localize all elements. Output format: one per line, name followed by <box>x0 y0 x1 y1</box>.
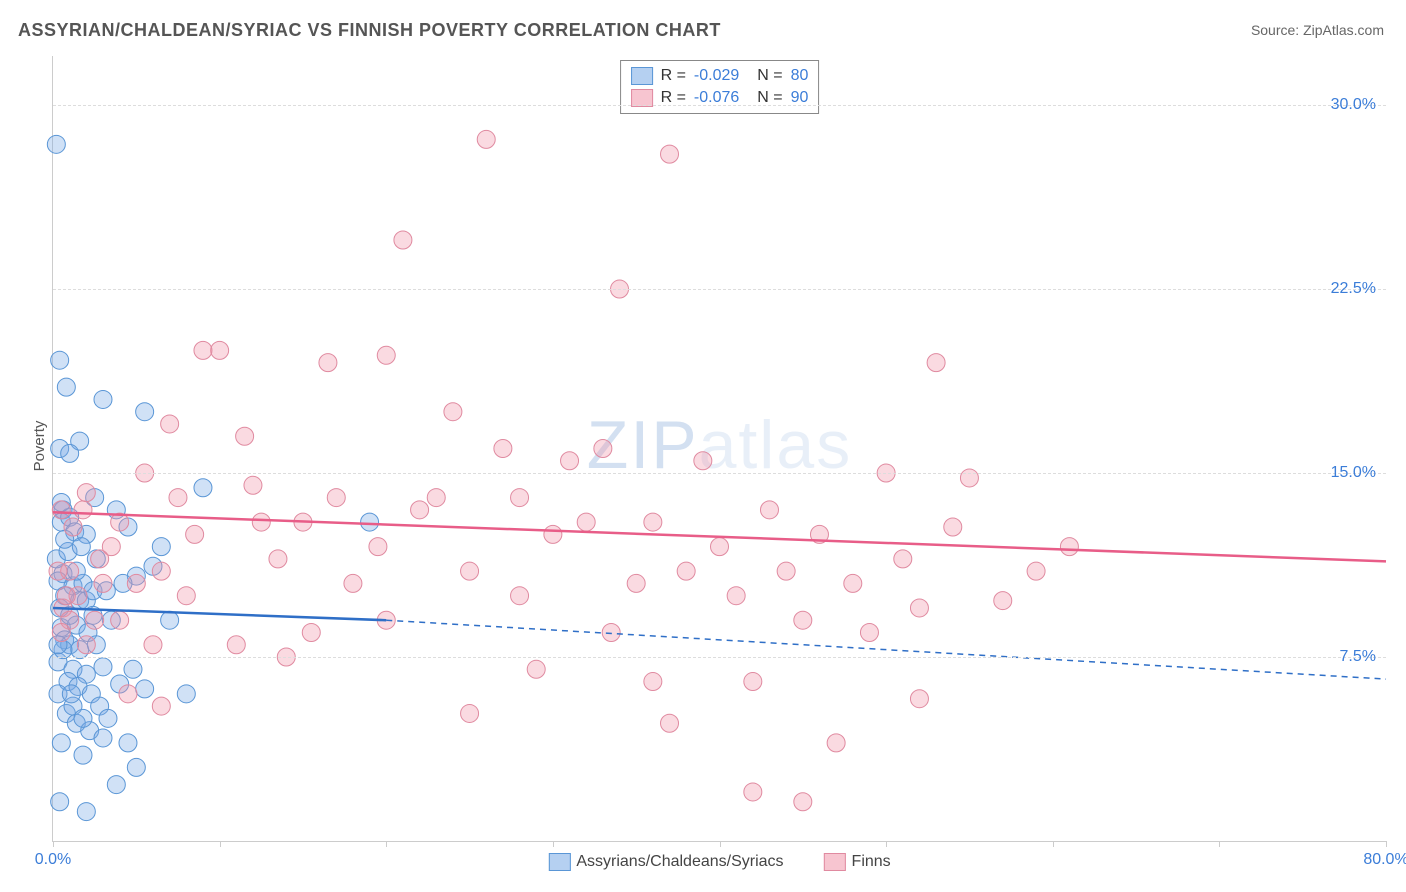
y-tick-label: 7.5% <box>1340 648 1376 666</box>
y-tick-label: 15.0% <box>1331 464 1376 482</box>
swatch-series-0 <box>548 853 570 871</box>
x-tick-label: 80.0% <box>1363 851 1406 869</box>
source-attribution: Source: ZipAtlas.com <box>1251 22 1384 38</box>
plot-svg <box>53 56 1386 841</box>
bottom-legend: Assyrians/Chaldeans/Syriacs Finns <box>548 853 890 871</box>
chart-container: ASSYRIAN/CHALDEAN/SYRIAC VS FINNISH POVE… <box>0 0 1406 892</box>
legend-item-series-1: Finns <box>824 853 891 871</box>
y-tick-label: 22.5% <box>1331 280 1376 298</box>
swatch-series-1 <box>824 853 846 871</box>
legend-item-series-0: Assyrians/Chaldeans/Syriacs <box>548 853 783 871</box>
plot-area: ZIPatlas R = -0.029 N = 80 R = -0.076 N … <box>52 56 1386 842</box>
y-tick-label: 30.0% <box>1331 96 1376 114</box>
x-tick-label: 0.0% <box>35 851 71 869</box>
y-axis-label: Poverty <box>31 421 48 472</box>
chart-title: ASSYRIAN/CHALDEAN/SYRIAC VS FINNISH POVE… <box>18 20 721 41</box>
